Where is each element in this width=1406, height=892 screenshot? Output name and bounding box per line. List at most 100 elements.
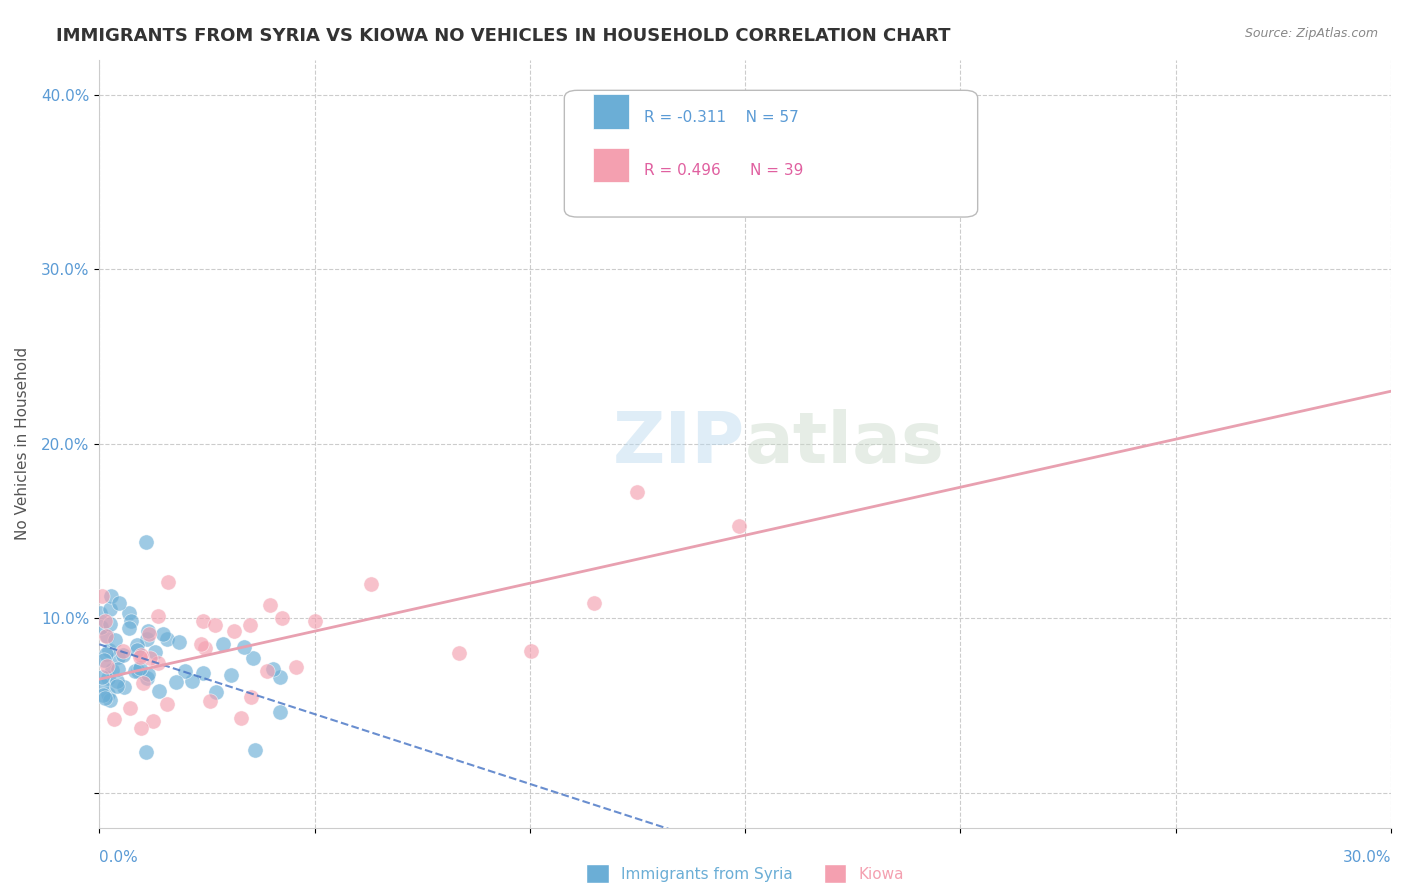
Point bbox=[135, 632, 157, 647]
Text: 30.0%: 30.0% bbox=[1343, 850, 1391, 865]
Point bbox=[124, 664, 146, 678]
Point bbox=[91, 678, 114, 692]
Point bbox=[127, 643, 149, 657]
Point bbox=[157, 575, 180, 590]
Text: ZIP: ZIP bbox=[613, 409, 745, 478]
Point bbox=[96, 659, 118, 673]
Point bbox=[219, 668, 242, 682]
Point bbox=[212, 637, 235, 651]
Point bbox=[89, 607, 111, 621]
Point bbox=[135, 534, 157, 549]
Point bbox=[129, 661, 152, 675]
Point bbox=[180, 674, 202, 689]
Point bbox=[132, 676, 155, 690]
Point bbox=[98, 602, 121, 616]
FancyBboxPatch shape bbox=[564, 90, 977, 217]
Point bbox=[98, 617, 121, 632]
Bar bbox=[593, 95, 628, 128]
Point bbox=[96, 630, 118, 644]
Point bbox=[269, 705, 291, 719]
Point bbox=[173, 665, 195, 679]
Y-axis label: No Vehicles in Household: No Vehicles in Household bbox=[15, 347, 30, 541]
Point bbox=[90, 620, 112, 634]
Point bbox=[120, 614, 142, 628]
Point bbox=[204, 617, 226, 632]
Text: R = -0.311    N = 57: R = -0.311 N = 57 bbox=[644, 110, 799, 125]
Point bbox=[142, 714, 165, 728]
Point bbox=[97, 687, 120, 701]
Point bbox=[239, 690, 262, 705]
Point bbox=[90, 589, 112, 603]
Point bbox=[118, 621, 141, 635]
Point bbox=[100, 589, 122, 603]
Point bbox=[117, 606, 139, 620]
Point bbox=[104, 633, 127, 648]
Point bbox=[120, 701, 142, 715]
Bar bbox=[593, 148, 628, 183]
Point bbox=[105, 674, 128, 689]
Point bbox=[138, 627, 160, 641]
Point bbox=[284, 659, 307, 673]
Point bbox=[136, 624, 159, 638]
Point bbox=[152, 627, 174, 641]
Point bbox=[94, 614, 117, 628]
Point bbox=[239, 618, 262, 632]
Point bbox=[93, 691, 115, 706]
Point bbox=[129, 648, 152, 662]
Point bbox=[520, 643, 543, 657]
Point bbox=[111, 648, 134, 662]
Point bbox=[222, 624, 245, 639]
Point bbox=[145, 644, 167, 658]
Point bbox=[204, 685, 226, 699]
Point bbox=[98, 642, 121, 657]
Point bbox=[626, 484, 648, 499]
Point bbox=[263, 662, 285, 676]
Point bbox=[256, 665, 278, 679]
Point bbox=[91, 688, 114, 702]
Text: IMMIGRANTS FROM SYRIA VS KIOWA NO VEHICLES IN HOUSEHOLD CORRELATION CHART: IMMIGRANTS FROM SYRIA VS KIOWA NO VEHICL… bbox=[56, 27, 950, 45]
Point bbox=[90, 670, 112, 684]
Point bbox=[94, 629, 117, 643]
Point bbox=[136, 666, 159, 681]
Text: atlas: atlas bbox=[745, 409, 945, 478]
Point bbox=[146, 656, 169, 670]
Point bbox=[127, 664, 149, 678]
Point bbox=[360, 577, 382, 591]
Point bbox=[198, 694, 221, 708]
Point bbox=[107, 596, 129, 610]
Point bbox=[135, 745, 157, 759]
Point bbox=[103, 712, 125, 726]
Point bbox=[105, 679, 128, 693]
Point bbox=[191, 614, 214, 628]
Point bbox=[243, 743, 266, 757]
Point bbox=[167, 635, 190, 649]
Point bbox=[728, 518, 751, 533]
Text: R = 0.496      N = 39: R = 0.496 N = 39 bbox=[644, 163, 804, 178]
Point bbox=[111, 644, 134, 658]
Point bbox=[129, 721, 152, 735]
Point bbox=[100, 663, 122, 677]
Point bbox=[304, 614, 326, 628]
Point bbox=[449, 646, 471, 660]
Point bbox=[156, 697, 179, 711]
Point bbox=[135, 671, 157, 685]
Point bbox=[269, 670, 291, 684]
Point bbox=[94, 647, 117, 661]
Point bbox=[129, 650, 152, 665]
Point bbox=[193, 666, 215, 681]
Point bbox=[194, 640, 217, 655]
Point bbox=[146, 608, 169, 623]
Point bbox=[107, 662, 129, 676]
Point bbox=[842, 184, 865, 198]
Point bbox=[271, 611, 294, 625]
Point bbox=[156, 632, 179, 647]
Point bbox=[98, 693, 121, 707]
Text: Source: ZipAtlas.com: Source: ZipAtlas.com bbox=[1244, 27, 1378, 40]
Point bbox=[259, 599, 281, 613]
Legend: Immigrants from Syria, Kiowa: Immigrants from Syria, Kiowa bbox=[581, 858, 910, 889]
Point bbox=[233, 640, 256, 654]
Point bbox=[125, 638, 148, 652]
Point bbox=[190, 637, 212, 651]
Point bbox=[97, 671, 120, 685]
Point bbox=[148, 684, 170, 698]
